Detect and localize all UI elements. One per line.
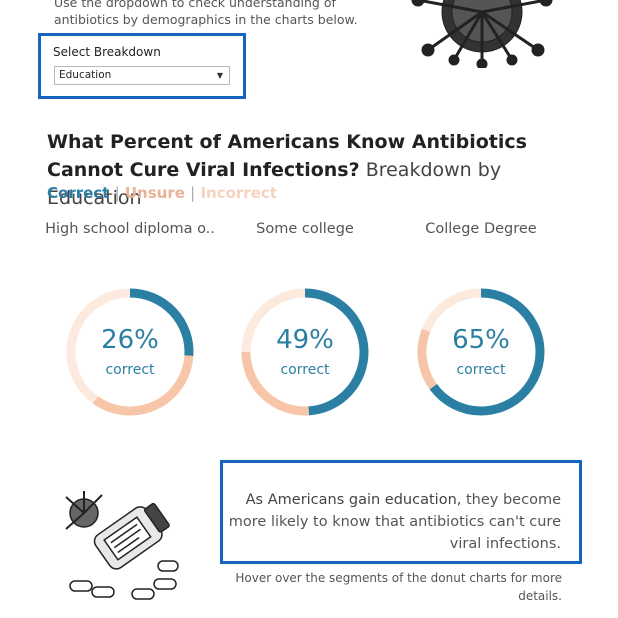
donut-chart[interactable] [237,284,373,420]
donut-segment-unsure[interactable] [417,328,438,390]
virus-illustration-icon [411,0,553,68]
donut-chart[interactable] [62,284,198,420]
chart-title-main: What Percent of Americans Know Antibioti… [47,131,527,181]
breakdown-label: Select Breakdown [53,45,161,59]
donut-segment-correct[interactable] [129,288,194,356]
donut-center-label: correct [280,362,330,378]
legend: Correct | Unsure | Incorrect [47,184,277,202]
category-label: High school diploma o.. [45,221,215,237]
breakdown-dropdown[interactable]: Education ▼ [54,66,230,85]
legend-separator: | [114,184,120,202]
donut-chart[interactable] [413,284,549,420]
donut-segment-incorrect[interactable] [421,288,482,333]
insight-emphasis: As Americans gain education, [245,492,462,508]
donut-segment-correct[interactable] [429,288,545,416]
donut-segment-incorrect[interactable] [241,288,306,353]
breakdown-selector: Select Breakdown Education ▼ [38,33,246,99]
hover-instruction: Hover over the segments of the donut cha… [235,571,562,603]
insight-text: As Americans gain education, they become… [221,489,561,555]
legend-unsure: Unsure [124,184,185,202]
category-label: Some college [256,221,354,237]
chevron-down-icon[interactable]: ▼ [216,71,224,80]
donut-center-value: 65% [452,325,510,355]
donut-center-value: 26% [101,325,159,355]
legend-separator: | [190,184,196,202]
donut-center-label: correct [105,362,155,378]
intro-text: Use the dropdown to check understanding … [54,0,358,27]
donut-segment-incorrect[interactable] [66,288,131,404]
breakdown-selected-value: Education [59,69,112,81]
category-label: College Degree [425,221,537,237]
pill-bottle-illustration-icon [65,491,179,600]
donut-segment-unsure[interactable] [241,351,309,416]
chart-title-sub: Breakdown by Education [47,159,502,209]
legend-correct: Correct [47,184,110,202]
donut-center-label: correct [456,362,506,378]
donut-segment-unsure[interactable] [92,355,194,416]
chart-title: What Percent of Americans Know Antibioti… [47,128,587,212]
donut-segment-correct[interactable] [304,288,369,416]
donut-center-value: 49% [276,325,334,355]
insight-callout: As Americans gain education, they become… [220,460,582,564]
insight-body: they become more likely to know that ant… [228,492,561,552]
legend-incorrect: Incorrect [200,184,277,202]
